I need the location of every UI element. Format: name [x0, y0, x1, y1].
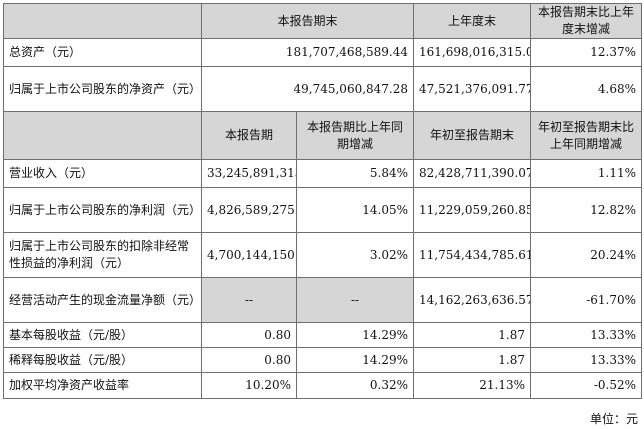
table-row: 归属于上市公司股东的扣除非经常性损益的净利润（元） 4,700,144,150.…: [3, 232, 643, 278]
cell-value: 1.11%: [530, 159, 643, 188]
cell-value: 82,428,711,390.07: [413, 159, 532, 188]
cell-value: 0.80: [201, 347, 297, 373]
header-change: 本报告期末比上年度末增减: [530, 3, 643, 39]
cell-value: 13.33%: [530, 322, 643, 348]
table-row: 经营活动产生的现金流量净额（元） -- -- 14,162,263,636.57…: [3, 277, 643, 323]
header-current-period-change: 本报告期比上年同期增减: [295, 111, 415, 160]
cell-value: 33,245,891,313.38: [201, 159, 297, 188]
table-row: 加权平均净资产收益率 10.20% 0.32% 21.13% -0.52%: [3, 372, 643, 399]
row-label: 加权平均净资产收益率: [3, 372, 202, 399]
cell-value: 11,229,059,260.85: [413, 187, 532, 233]
cell-value: 4.68%: [530, 66, 643, 112]
unit-note: 单位：元: [589, 412, 638, 426]
row-label: 归属于上市公司股东的扣除非经常性损益的净利润（元）: [3, 232, 202, 278]
row-label: 总资产（元）: [3, 38, 202, 67]
financial-summary-table: 本报告期末 上年度末 本报告期末比上年度末增减 总资产（元） 181,707,4…: [3, 3, 643, 399]
table-row: 归属于上市公司股东的净资产（元） 49,745,060,847.28 47,52…: [3, 66, 643, 112]
row-label: 基本每股收益（元/股）: [3, 322, 202, 348]
cell-value: 14.29%: [295, 347, 415, 373]
table-header-row: 本报告期 本报告期比上年同期增减 年初至报告期末 年初至报告期末比上年同期增减: [3, 111, 643, 160]
cell-value: 10.20%: [201, 372, 297, 399]
cell-value: 20.24%: [530, 232, 643, 278]
cell-value: 49,745,060,847.28: [200, 66, 415, 112]
header-current-period: 本报告期: [201, 111, 297, 160]
cell-value: 14,162,263,636.57: [413, 277, 532, 323]
header-blank-cell: [3, 3, 202, 39]
cell-value: --: [201, 277, 297, 323]
cell-value: 5.84%: [295, 159, 415, 188]
table-header-row: 本报告期末 上年度末 本报告期末比上年度末增减: [3, 3, 643, 39]
cell-value: -61.70%: [530, 277, 643, 323]
cell-value: 14.29%: [295, 322, 415, 348]
cell-value: 21.13%: [413, 372, 532, 399]
cell-value: 181,707,468,589.44: [200, 38, 415, 67]
table-row: 稀释每股收益（元/股） 0.80 14.29% 1.87 13.33%: [3, 347, 643, 373]
header-ytd: 年初至报告期末: [413, 111, 532, 160]
header-ytd-change: 年初至报告期末比上年同期增减: [530, 111, 643, 160]
row-label: 经营活动产生的现金流量净额（元）: [3, 277, 202, 323]
cell-value: 161,698,016,315.06: [413, 38, 532, 67]
cell-value: 47,521,376,091.77: [413, 66, 532, 112]
cell-value: -0.52%: [530, 372, 643, 399]
table-row: 归属于上市公司股东的净利润（元） 4,826,589,275.21 14.05%…: [3, 187, 643, 233]
cell-value: 0.32%: [295, 372, 415, 399]
cell-value: 12.37%: [530, 38, 643, 67]
cell-value: 13.33%: [530, 347, 643, 373]
header-prior-year-end: 上年度末: [413, 3, 532, 39]
cell-value: 11,754,434,785.61: [413, 232, 532, 278]
cell-value: 0.80: [201, 322, 297, 348]
table-row: 总资产（元） 181,707,468,589.44 161,698,016,31…: [3, 38, 643, 67]
cell-value: 12.82%: [530, 187, 643, 233]
cell-value: --: [295, 277, 415, 323]
header-period-end: 本报告期末: [200, 3, 415, 39]
row-label: 营业收入（元）: [3, 159, 202, 188]
cell-value: 4,700,144,150.16: [201, 232, 297, 278]
cell-value: 4,826,589,275.21: [201, 187, 297, 233]
row-label: 归属于上市公司股东的净资产（元）: [3, 66, 202, 112]
row-label: 稀释每股收益（元/股）: [3, 347, 202, 373]
table-row: 营业收入（元） 33,245,891,313.38 5.84% 82,428,7…: [3, 159, 643, 188]
cell-value: 1.87: [413, 322, 532, 348]
cell-value: 3.02%: [295, 232, 415, 278]
cell-value: 1.87: [413, 347, 532, 373]
row-label: 归属于上市公司股东的净利润（元）: [3, 187, 202, 233]
header-blank-cell: [3, 111, 202, 160]
table-row: 基本每股收益（元/股） 0.80 14.29% 1.87 13.33%: [3, 322, 643, 348]
cell-value: 14.05%: [295, 187, 415, 233]
